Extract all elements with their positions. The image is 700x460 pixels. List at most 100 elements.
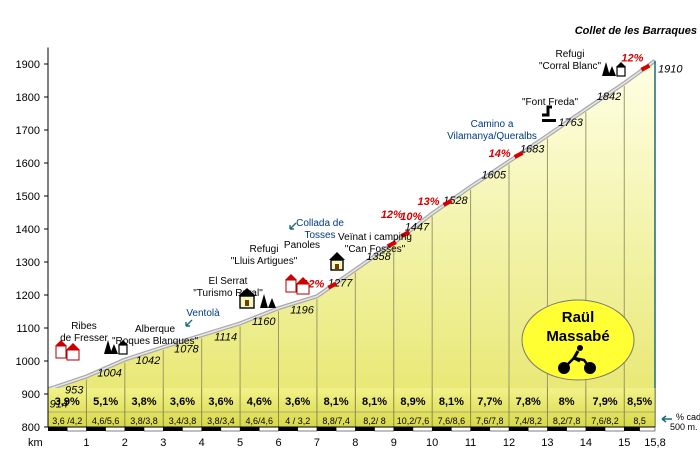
town-icon-part	[55, 345, 67, 359]
flag-icon-part	[289, 222, 297, 230]
y-tick-label: 1200	[16, 290, 40, 302]
km-scale-black	[585, 427, 606, 431]
flag-icon	[289, 222, 297, 230]
elevation-label: 1196	[290, 304, 315, 316]
segment-gradient: 3,6%	[170, 396, 195, 408]
km-scale-white	[604, 426, 625, 432]
y-tick-label: 1600	[16, 158, 40, 170]
annotation-label: Vilamanya/Queralbs	[447, 131, 537, 142]
x-tick-label: 7	[314, 437, 320, 449]
town-icon-part	[285, 274, 297, 280]
segment-gradient: 7,9%	[593, 396, 618, 408]
steep-marker	[327, 281, 338, 290]
direction-icon-part	[542, 105, 552, 117]
annotation-label: Camino a	[471, 119, 514, 130]
y-tick-label: 1300	[16, 257, 40, 269]
elevation-label: 1160	[252, 316, 277, 328]
town-icon-part	[66, 343, 80, 350]
x-tick-label: 13	[541, 437, 553, 449]
elevation-label: 1078	[174, 343, 199, 355]
km-scale-black	[470, 427, 490, 431]
elevation-label: 1763	[558, 117, 583, 129]
town-icon-part	[285, 279, 297, 293]
km-scale-black	[393, 427, 413, 431]
elevation-label: 1842	[597, 91, 621, 103]
elevation-label: 1358	[366, 251, 391, 263]
km-scale-white	[489, 426, 510, 432]
segment-gradient: 8,1%	[324, 396, 349, 408]
annotation-label: Alberque	[135, 324, 175, 335]
km-scale-white	[527, 426, 548, 432]
rider-first-name: Raül	[562, 309, 595, 326]
house-icon-part	[245, 300, 249, 306]
annotation-label: de Fresser	[60, 333, 108, 344]
house-tree-icon	[238, 288, 276, 309]
x-tick-label: 3	[160, 437, 166, 449]
segment-subgradient: 4,6/5,6	[92, 416, 120, 426]
segment-gradient: 3,6%	[285, 396, 310, 408]
segment-subgradient: 3,8/3,4	[207, 416, 235, 426]
y-tick-label: 900	[22, 389, 40, 401]
rider-badge-ellipse	[521, 299, 635, 381]
x-tick-label: 14	[580, 437, 592, 449]
km-scale-black	[355, 427, 375, 431]
steep-marker	[442, 199, 453, 207]
segment-subgradient: 8,8/7,4	[322, 416, 350, 426]
x-tick-label: 5	[237, 437, 243, 449]
unit-note-text-2: 500 m.	[670, 422, 698, 432]
y-tick-label: 1500	[16, 191, 40, 203]
tree-icon-part	[260, 294, 268, 308]
km-scale-white	[182, 426, 202, 432]
elevation-label: 1605	[482, 169, 507, 181]
x-tick-label: 10	[426, 437, 438, 449]
segment-gradient: 3,9%	[55, 396, 80, 408]
km-scale-black	[240, 427, 260, 431]
steep-marker	[386, 240, 397, 248]
annotation-label: Collada de	[296, 218, 344, 229]
segment-subgradient: 3,6 /4,2	[52, 416, 82, 426]
y-tick-label: 1700	[16, 125, 40, 137]
annotation-label: Veïnat i camping	[338, 232, 412, 243]
flag-icon-part	[185, 319, 193, 327]
segment-subgradient: 4 / 3,2	[285, 416, 310, 426]
house-icon-part	[329, 252, 345, 260]
forest-icon-part	[110, 344, 118, 354]
unit-note-text: % cada	[676, 412, 700, 422]
km-scale-black	[86, 427, 106, 431]
forest-icon	[602, 62, 626, 77]
forest-icon-part	[118, 344, 128, 355]
town-icon-part	[296, 277, 310, 284]
forest-icon-part	[602, 62, 610, 76]
annotation-label: Refugi	[250, 244, 279, 255]
gradient-band	[48, 388, 655, 427]
annotation-label: Ventolà	[186, 308, 220, 319]
km-scale-white	[374, 426, 395, 432]
forest-icon-part	[118, 340, 128, 345]
annotation-label: "Roques Blanques"	[112, 336, 198, 347]
elevation-label: 1004	[97, 368, 121, 380]
rider-last-name: Massabé	[546, 328, 609, 345]
annotation-label: "Corral Blanc"	[539, 61, 602, 72]
town-icon	[285, 274, 310, 295]
segment-gradient: 8,9%	[400, 396, 425, 408]
steep-label: 12%	[381, 209, 403, 221]
km-scale-white	[412, 426, 433, 432]
segment-gradient: 8,1%	[439, 396, 464, 408]
annotation-label: Tosses	[304, 230, 335, 241]
km-scale-white	[66, 426, 87, 432]
x-tick-label: km	[28, 437, 43, 449]
annotation-label: "Lluis Artigues"	[231, 256, 298, 267]
annotation-label: "Font Freda"	[522, 97, 578, 108]
segment-gradient: 7,8%	[516, 396, 541, 408]
forest-icon	[104, 340, 128, 355]
segment-subgradient: 8,2/ 8	[363, 416, 386, 426]
elevation-label: 1042	[136, 355, 160, 367]
segment-subgradient: 4,6/4,6	[246, 416, 274, 426]
km-scale-white	[105, 426, 126, 432]
annotation-label: Refugi	[556, 49, 585, 60]
segment-subgradient: 3,4/3,8	[169, 416, 197, 426]
segment-gradient: 4,6%	[247, 396, 272, 408]
town-icon-part	[55, 340, 67, 346]
y-tick-label: 1000	[16, 356, 40, 368]
km-scale-black	[432, 427, 452, 431]
